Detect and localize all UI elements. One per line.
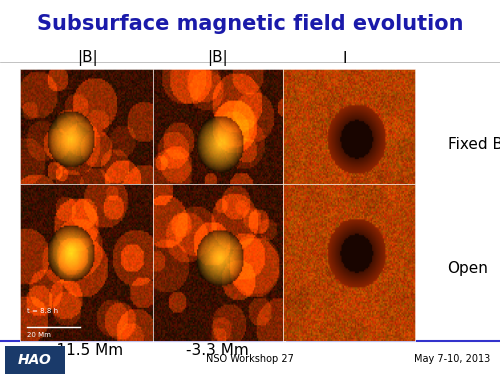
Text: -3.3 Mm: -3.3 Mm [186,343,249,358]
Text: 20 Mm: 20 Mm [26,217,50,223]
Text: 20 Mm: 20 Mm [26,332,50,338]
Text: -11.5 Mm: -11.5 Mm [52,343,124,358]
Text: t = 8.8 h: t = 8.8 h [26,194,58,200]
FancyBboxPatch shape [5,346,65,374]
Text: NSO Workshop 27: NSO Workshop 27 [206,354,294,364]
Text: |B|: |B| [207,50,228,66]
Text: HAO: HAO [18,353,52,367]
Text: t = 8.8 h: t = 8.8 h [26,308,58,314]
Text: |B|: |B| [77,50,98,66]
Text: I: I [343,51,347,66]
Text: May 7-10, 2013: May 7-10, 2013 [414,354,490,364]
Text: Subsurface magnetic field evolution: Subsurface magnetic field evolution [37,14,463,34]
Text: Open: Open [448,261,488,276]
Text: Fixed B: Fixed B [448,137,500,152]
